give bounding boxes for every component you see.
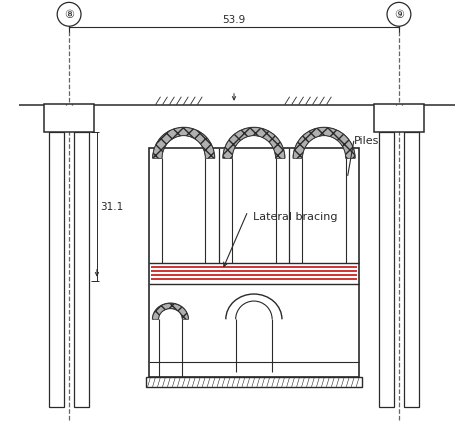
Polygon shape (223, 128, 285, 159)
Text: ⑨: ⑨ (394, 10, 404, 20)
Circle shape (387, 3, 411, 27)
Bar (374, 104, 424, 132)
Bar (146, 377, 362, 387)
Bar (74, 132, 89, 407)
Text: ⑧: ⑧ (64, 10, 74, 20)
Text: 53.9: 53.9 (222, 15, 246, 25)
Polygon shape (293, 128, 355, 159)
Bar (404, 132, 419, 407)
Polygon shape (153, 304, 188, 320)
Circle shape (57, 3, 81, 27)
Text: Piles: Piles (354, 136, 380, 146)
Text: 31.1: 31.1 (100, 201, 123, 212)
Bar (379, 132, 394, 407)
Bar (44, 104, 94, 132)
Bar (148, 149, 359, 377)
Bar (49, 132, 64, 407)
Text: Lateral bracing: Lateral bracing (253, 211, 337, 222)
Polygon shape (153, 128, 215, 159)
